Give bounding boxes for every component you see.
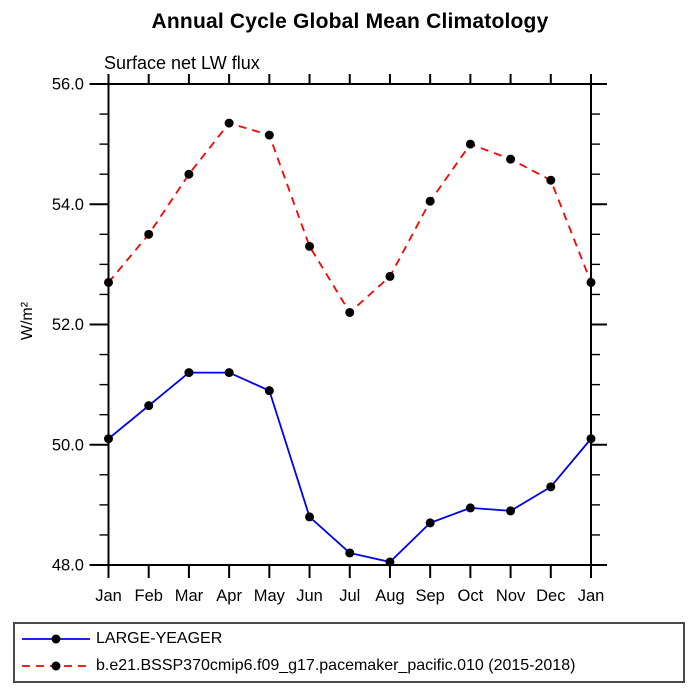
- legend-label: LARGE-YEAGER: [96, 630, 223, 647]
- x-tick-label: Oct: [458, 587, 484, 605]
- x-tick-label: Aug: [375, 587, 404, 605]
- x-tick-label: Jul: [339, 587, 360, 605]
- x-tick-label: Jan: [95, 587, 122, 605]
- legend-line-sample-icon: [22, 661, 90, 671]
- data-point: [425, 196, 435, 206]
- x-tick-label: Dec: [536, 587, 565, 605]
- y-tick-label: 48.0: [52, 557, 84, 575]
- data-point: [104, 434, 113, 444]
- chart-title: Annual Cycle Global Mean Climatology: [151, 10, 549, 33]
- data-point: [586, 434, 596, 444]
- legend-label: b.e21.BSSP370cmip6.f09_g17.pacemaker_pac…: [96, 657, 576, 674]
- data-point: [546, 175, 556, 185]
- chart-subtitle: Surface net LW flux: [104, 53, 260, 73]
- x-tick-label: Apr: [216, 587, 242, 605]
- data-point: [465, 503, 475, 513]
- legend-marker-icon: [51, 661, 61, 671]
- legend-item-large-yeager: LARGE-YEAGER: [19, 627, 683, 651]
- data-point: [305, 512, 315, 522]
- data-point: [546, 482, 556, 492]
- x-tick-label: Jan: [578, 587, 605, 605]
- data-point: [465, 139, 475, 149]
- legend-marker-icon: [51, 634, 61, 644]
- x-tick-label: Feb: [134, 587, 162, 605]
- legend-line-sample-icon: [22, 634, 90, 644]
- data-point: [184, 169, 194, 179]
- y-tick-label: 56.0: [52, 76, 84, 94]
- y-tick-label: 54.0: [52, 196, 84, 214]
- x-tick-label: Nov: [496, 587, 526, 605]
- data-point: [305, 241, 315, 251]
- data-point: [385, 557, 395, 567]
- data-point: [345, 548, 355, 558]
- data-point: [425, 518, 435, 528]
- plot-area: Jan Feb Mar Apr May Jun Jul Aug Sep Oct Nov Dec Jan 4…: [52, 74, 607, 605]
- x-tick-label: Jun: [296, 587, 323, 605]
- data-point: [345, 307, 355, 317]
- data-point: [264, 130, 274, 140]
- data-point: [144, 401, 154, 411]
- data-point: [184, 368, 194, 378]
- data-point: [506, 506, 516, 516]
- data-point: [264, 386, 274, 396]
- data-point: [506, 154, 516, 164]
- series-line-0: [107, 371, 592, 563]
- data-point: [224, 368, 234, 378]
- axis-frame: [107, 83, 592, 566]
- y-tick-label: 50.0: [52, 436, 84, 454]
- data-point: [104, 277, 113, 287]
- data-point: [224, 118, 234, 128]
- x-tick-label: Sep: [415, 587, 444, 605]
- series-line-1: [107, 122, 592, 314]
- x-tick-label: Mar: [175, 587, 204, 605]
- legend: LARGE-YEAGER b.e21.BSSP370cmip6.f09_g17.…: [13, 622, 685, 683]
- x-tick-label: May: [254, 587, 286, 605]
- legend-item-pacemaker: b.e21.BSSP370cmip6.f09_g17.pacemaker_pac…: [19, 654, 683, 678]
- data-point: [144, 229, 154, 239]
- y-tick-label: 52.0: [52, 316, 84, 334]
- data-point: [586, 277, 596, 287]
- data-point: [385, 271, 395, 281]
